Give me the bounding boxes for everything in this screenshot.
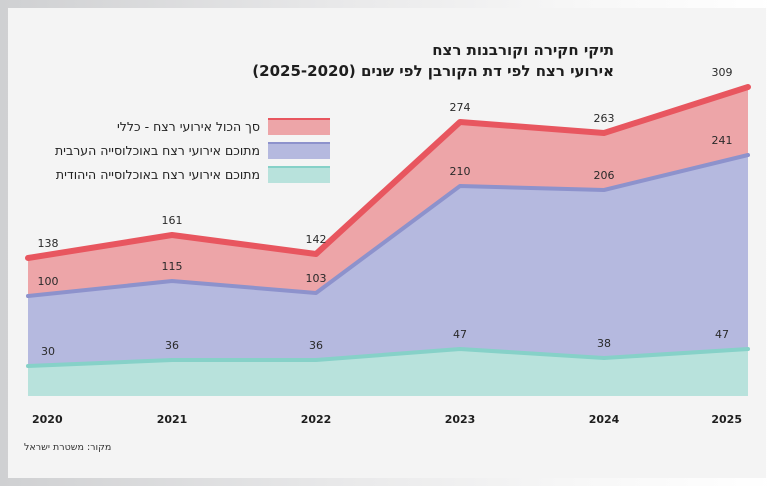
data-label-arab-2021: 115 bbox=[162, 260, 183, 273]
x-tick-2024: 2024 bbox=[589, 413, 620, 426]
area-arab bbox=[28, 155, 748, 396]
data-label-arab-2023: 210 bbox=[450, 165, 471, 178]
x-tick-2020: 2020 bbox=[32, 413, 63, 426]
line-jewish bbox=[26, 347, 750, 368]
legend-item-total: סך הכול אירועי רצח - כללי bbox=[30, 114, 330, 138]
data-label-total-2022: 142 bbox=[306, 233, 327, 246]
source-note: מקור: משטרת ישראל bbox=[24, 442, 112, 453]
data-label-jewish-2025: 47 bbox=[715, 328, 729, 341]
data-label-arab-2024: 206 bbox=[594, 169, 615, 182]
legend: סך הכול אירועי רצח - כללי מתוכם אירועי ר… bbox=[30, 114, 330, 186]
data-label-jewish-2023: 47 bbox=[453, 328, 467, 341]
data-label-total-2023: 274 bbox=[450, 101, 471, 114]
title-line-2: אירועי רצח לפי דת הקורבן לפי שנים (2025-… bbox=[252, 62, 614, 80]
data-labels: 138 161 142 274 263 309 100 115 103 210 206 241 30 36… bbox=[38, 66, 733, 358]
data-label-jewish-2021: 36 bbox=[165, 339, 179, 352]
line-total bbox=[25, 84, 751, 261]
x-axis: 2020 2021 2022 2023 2024 2025 bbox=[32, 413, 742, 426]
x-tick-2023: 2023 bbox=[445, 413, 476, 426]
line-arab bbox=[26, 153, 750, 298]
chart-lines bbox=[25, 84, 751, 368]
legend-item-jewish: מתוכם אירועי רצח באוכלוסייה היהודית bbox=[30, 162, 330, 186]
data-label-jewish-2022: 36 bbox=[309, 339, 323, 352]
legend-swatch-total bbox=[268, 117, 330, 135]
title-line-1: תיקי חקירה וקורבנות רצח bbox=[432, 41, 614, 59]
data-label-jewish-2020: 30 bbox=[41, 345, 55, 358]
data-label-total-2024: 263 bbox=[594, 112, 615, 125]
data-label-arab-2025: 241 bbox=[712, 134, 733, 147]
x-tick-2025: 2025 bbox=[711, 413, 742, 426]
legend-label-arab: מתוכם אירועי רצח באוכלוסייה הערבית bbox=[54, 142, 260, 158]
legend-item-arab: מתוכם אירועי רצח באוכלוסייה הערבית bbox=[30, 138, 330, 162]
data-label-arab-2022: 103 bbox=[306, 272, 327, 285]
legend-swatch-arab bbox=[268, 141, 330, 159]
legend-label-total: סך הכול אירועי רצח - כללי bbox=[117, 118, 260, 134]
chart-title: תיקי חקירה וקורבנות רצח אירועי רצח לפי ד… bbox=[54, 40, 614, 82]
data-label-total-2020: 138 bbox=[38, 237, 59, 250]
data-label-jewish-2024: 38 bbox=[597, 337, 611, 350]
x-tick-2022: 2022 bbox=[301, 413, 332, 426]
data-label-total-2025: 309 bbox=[712, 66, 733, 79]
legend-swatch-jewish bbox=[268, 165, 330, 183]
legend-label-jewish: מתוכם אירועי רצח באוכלוסייה היהודית bbox=[55, 166, 260, 182]
data-label-total-2021: 161 bbox=[162, 214, 183, 227]
data-label-arab-2020: 100 bbox=[38, 275, 59, 288]
x-tick-2021: 2021 bbox=[157, 413, 188, 426]
